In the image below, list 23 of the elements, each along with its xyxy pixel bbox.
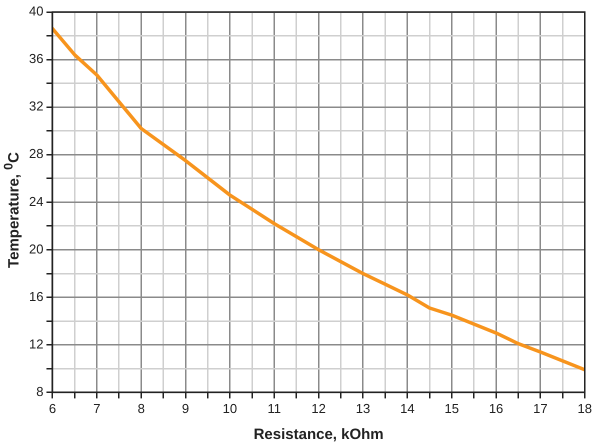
x-tick-label: 13 [356,400,370,416]
y-tick-label: 20 [28,241,44,256]
y-tick-label: 32 [28,98,44,114]
x-tick-label: 16 [488,400,504,416]
x-tick-label: 18 [578,400,592,416]
x-tick-label: 12 [311,400,326,416]
y-tick-label: 8 [36,384,44,399]
y-tick-label: 36 [28,51,44,66]
x-axis-title: Resistance, kOhm [254,426,384,444]
x-tick-label: 17 [533,400,548,416]
x-tick-label: 8 [138,400,145,416]
x-tick-label: 7 [93,400,100,416]
x-tick-label: 14 [400,400,415,416]
y-tick-label: 24 [28,194,44,209]
y-tick-label: 40 [28,4,44,19]
y-tick-label: 28 [28,146,44,162]
x-tick-label: 9 [182,400,190,416]
x-tick-label: 10 [222,400,238,416]
x-tick-label: 11 [268,400,282,416]
y-tick-label: 16 [28,288,44,304]
y-tick-label: 12 [28,336,44,352]
x-tick-label: 6 [48,400,56,416]
x-tick-label: 15 [444,400,459,416]
